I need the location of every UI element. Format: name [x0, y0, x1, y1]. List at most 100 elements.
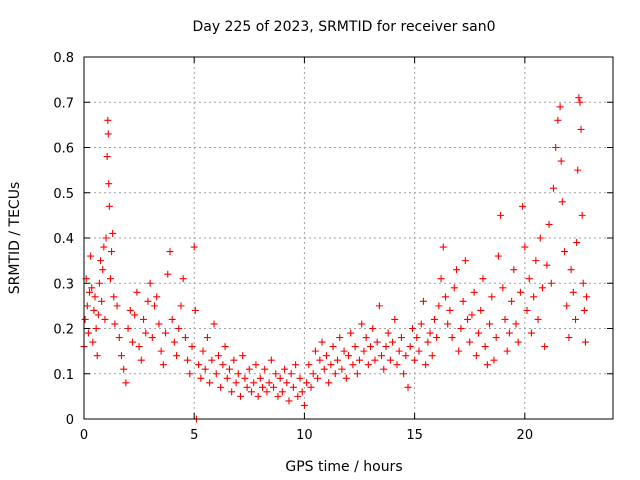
- data-point: [128, 338, 136, 346]
- data-point: [126, 306, 134, 314]
- data-point: [92, 325, 100, 332]
- data-point: [164, 270, 172, 278]
- data-point: [109, 229, 117, 237]
- data-point: [101, 315, 109, 323]
- data-point: [503, 347, 511, 355]
- data-point: [318, 338, 326, 346]
- data-point: [272, 370, 280, 378]
- data-point: [575, 94, 583, 102]
- data-point: [162, 329, 170, 337]
- data-point: [426, 329, 434, 337]
- data-point: [305, 361, 313, 369]
- data-point: [345, 352, 352, 360]
- data-point: [510, 266, 518, 274]
- data-point: [84, 329, 92, 337]
- data-point: [179, 275, 187, 283]
- data-point: [157, 347, 165, 355]
- data-point: [195, 361, 203, 369]
- data-point: [252, 361, 260, 369]
- x-tick-label: 0: [80, 428, 88, 443]
- data-point: [263, 388, 271, 396]
- data-point: [481, 343, 489, 351]
- data-point: [287, 370, 295, 378]
- data-point: [338, 365, 346, 373]
- data-point: [430, 315, 438, 323]
- data-point: [153, 293, 161, 301]
- data-point: [576, 98, 584, 106]
- data-point: [142, 329, 150, 337]
- data-point: [563, 302, 571, 310]
- data-point: [583, 293, 591, 301]
- data-point: [547, 279, 555, 287]
- data-point: [184, 356, 192, 364]
- data-point: [168, 315, 176, 323]
- data-point: [245, 365, 253, 373]
- data-point: [256, 374, 264, 382]
- data-point: [459, 297, 467, 305]
- data-point: [391, 315, 399, 323]
- data-point: [296, 374, 304, 382]
- data-point: [450, 284, 458, 292]
- data-point: [389, 338, 397, 346]
- data-point: [486, 320, 494, 328]
- data-point: [523, 306, 531, 314]
- data-point: [419, 297, 427, 305]
- data-point: [190, 243, 198, 251]
- data-point: [94, 311, 102, 319]
- data-point: [369, 325, 377, 332]
- y-tick-label: 0.3: [53, 277, 74, 292]
- data-point: [362, 334, 370, 342]
- data-point: [81, 315, 89, 323]
- data-point: [294, 392, 302, 400]
- data-point: [83, 302, 91, 310]
- data-point: [329, 343, 337, 351]
- data-point: [364, 361, 372, 369]
- data-points: [80, 94, 591, 423]
- data-point: [175, 325, 183, 332]
- data-point: [437, 275, 445, 283]
- data-point: [325, 379, 333, 387]
- data-point: [384, 329, 392, 337]
- y-tick-label: 0.1: [53, 368, 74, 383]
- data-point: [538, 284, 546, 292]
- data-point: [135, 343, 143, 351]
- data-point: [581, 338, 589, 346]
- data-point: [534, 315, 542, 323]
- data-point: [191, 306, 199, 314]
- data-point: [554, 116, 562, 124]
- data-point: [574, 166, 582, 174]
- data-point: [104, 116, 112, 124]
- data-point: [572, 315, 580, 323]
- data-point: [230, 356, 238, 364]
- data-point: [336, 334, 344, 342]
- data-point: [494, 252, 502, 260]
- data-point: [105, 202, 113, 210]
- data-point: [93, 352, 101, 360]
- data-point: [188, 343, 196, 351]
- data-point: [223, 374, 231, 382]
- data-point: [475, 329, 483, 337]
- data-point: [347, 329, 355, 337]
- data-point: [239, 352, 247, 360]
- data-point: [113, 302, 121, 310]
- data-point: [457, 325, 465, 332]
- data-point: [86, 288, 94, 296]
- data-point: [108, 248, 116, 256]
- data-point: [505, 329, 513, 337]
- data-point: [148, 334, 156, 342]
- data-point: [254, 392, 262, 400]
- data-point: [453, 266, 461, 274]
- data-point: [98, 297, 106, 305]
- data-point: [488, 293, 496, 301]
- data-point: [166, 248, 174, 256]
- data-point: [210, 320, 218, 328]
- data-point: [133, 288, 141, 296]
- data-point: [360, 347, 368, 355]
- data-point: [441, 293, 449, 301]
- data-point: [124, 325, 132, 332]
- data-point: [516, 288, 524, 296]
- data-point: [413, 334, 421, 342]
- data-point: [104, 130, 112, 138]
- data-point: [378, 352, 386, 360]
- data-point: [314, 374, 322, 382]
